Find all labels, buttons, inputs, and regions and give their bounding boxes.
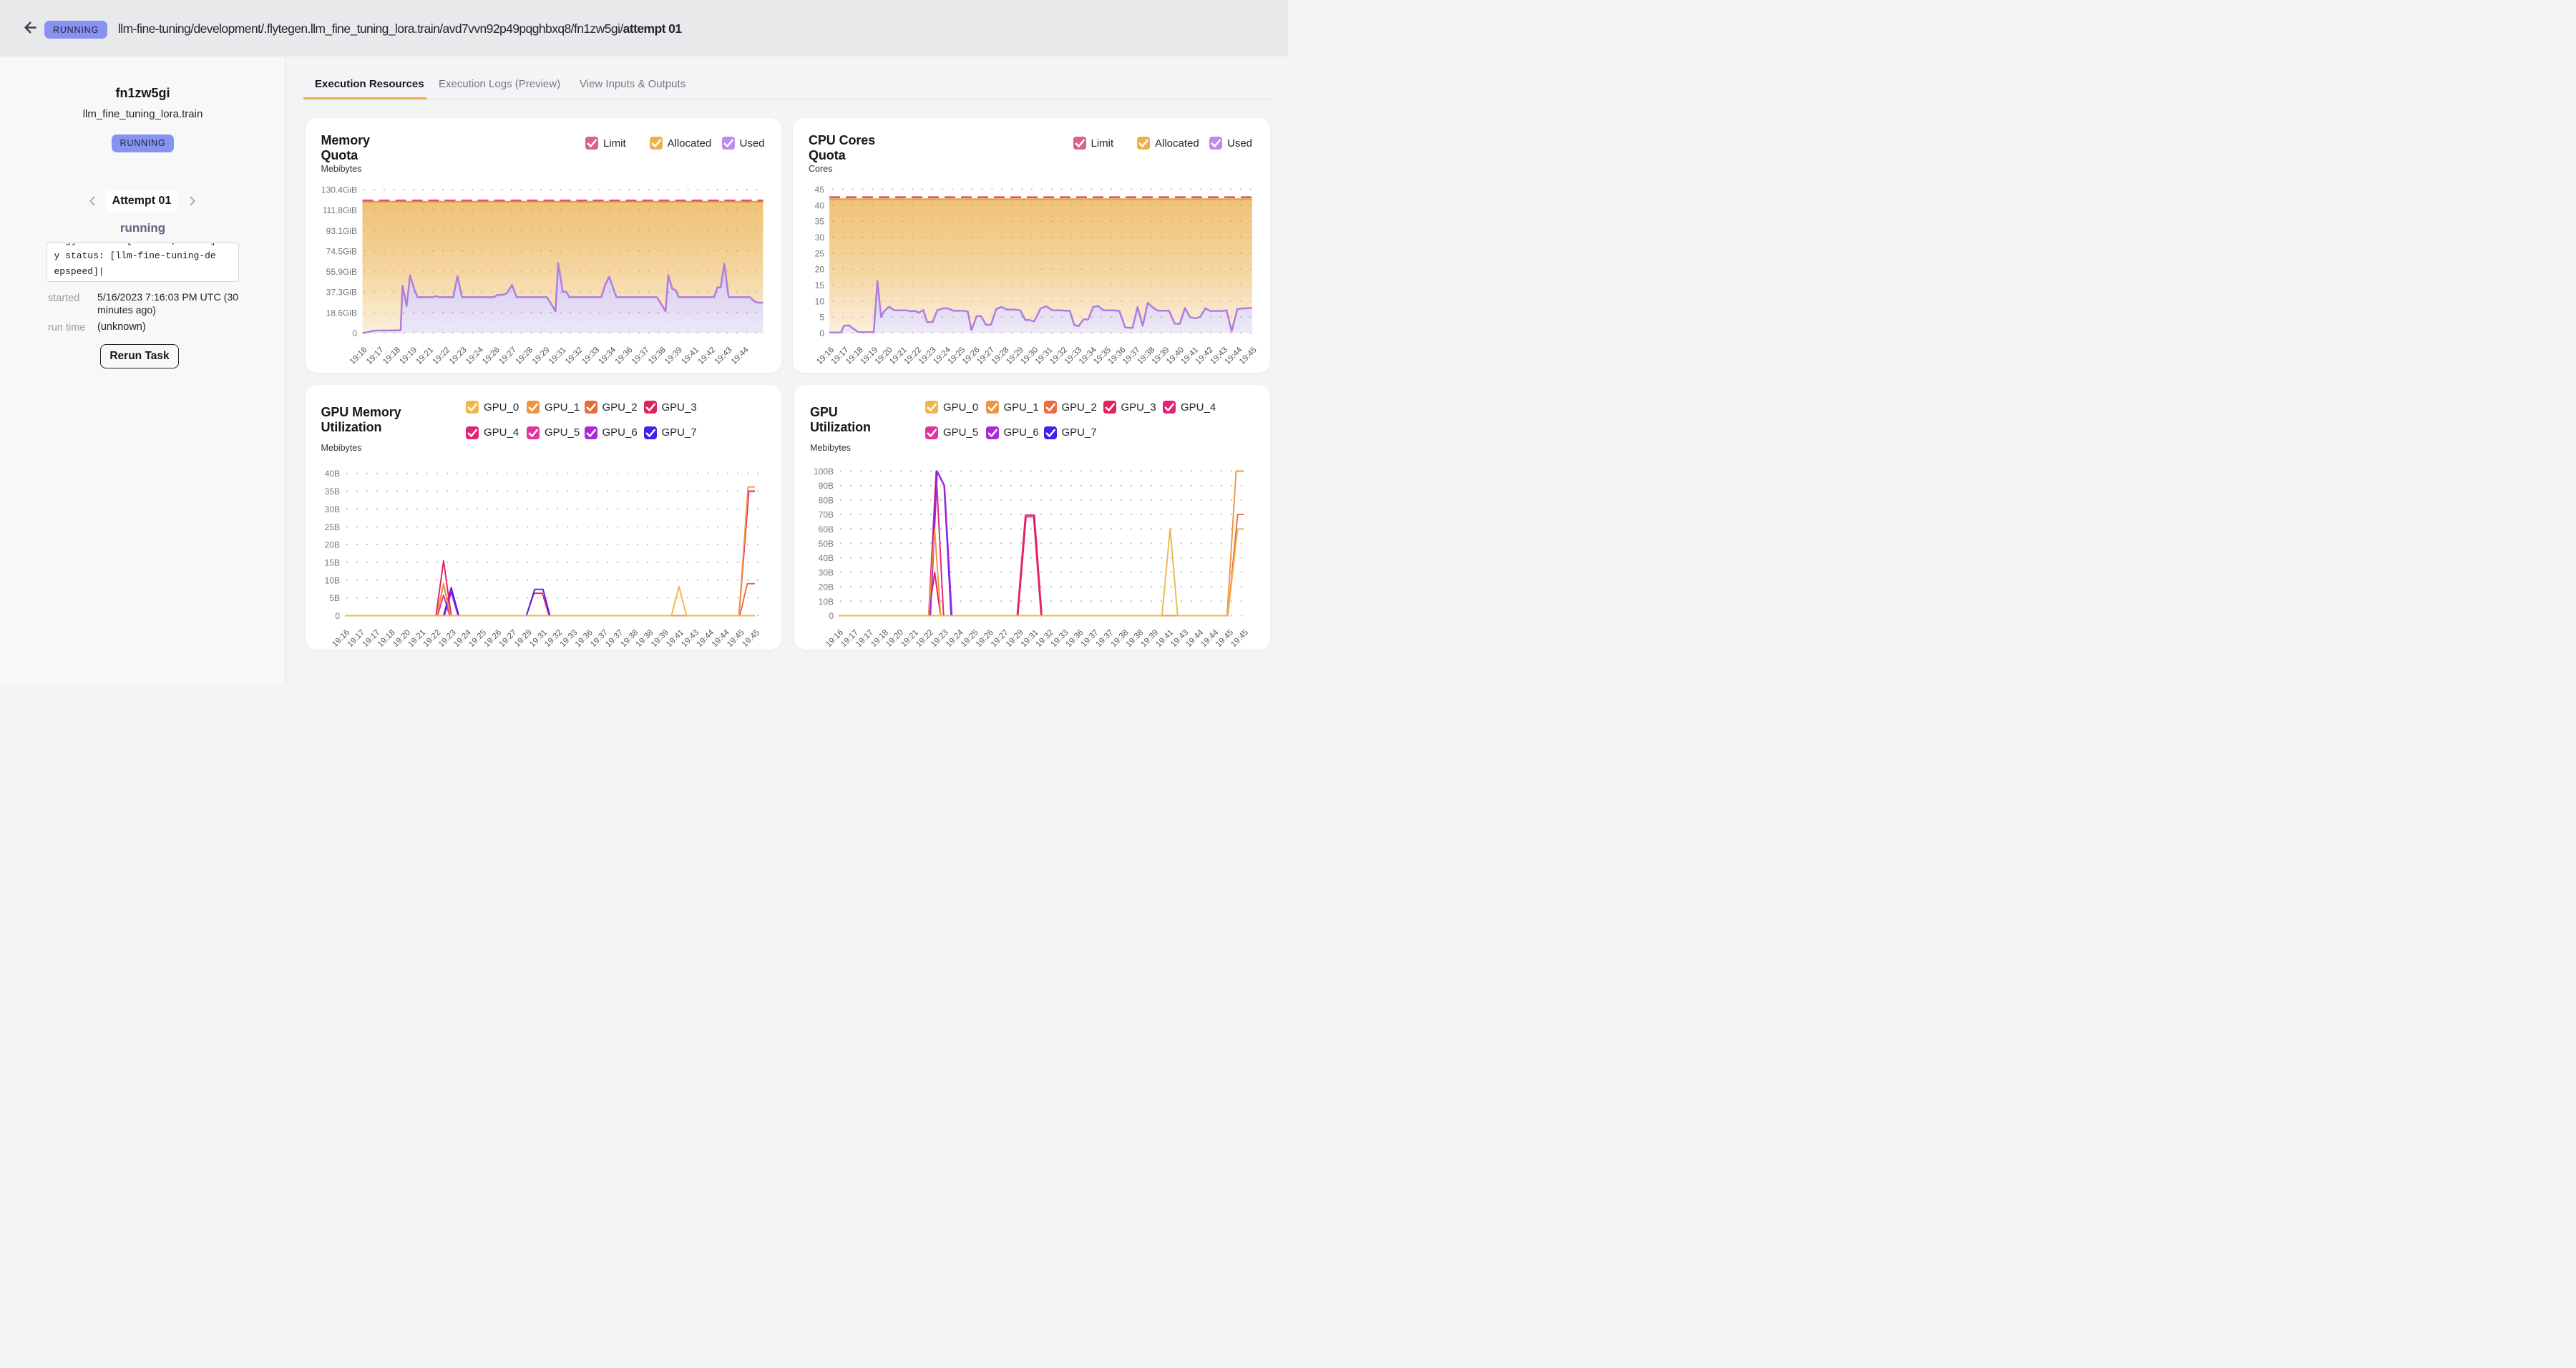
svg-text:80B: 80B xyxy=(819,495,834,505)
svg-text:0: 0 xyxy=(829,611,834,621)
svg-text:40: 40 xyxy=(815,200,825,210)
svg-text:40B: 40B xyxy=(819,553,834,563)
svg-text:19:27: 19:27 xyxy=(497,346,518,366)
svg-text:19:42: 19:42 xyxy=(696,346,717,366)
svg-text:19:28: 19:28 xyxy=(514,346,535,366)
svg-text:20B: 20B xyxy=(819,582,834,592)
svg-text:30: 30 xyxy=(815,233,825,243)
svg-text:5: 5 xyxy=(819,312,824,322)
svg-text:19:16: 19:16 xyxy=(348,346,369,366)
svg-text:19:36: 19:36 xyxy=(613,346,634,366)
svg-text:25B: 25B xyxy=(324,522,339,532)
svg-text:30B: 30B xyxy=(819,567,834,577)
svg-text:111.8GiB: 111.8GiB xyxy=(322,205,356,215)
svg-text:60B: 60B xyxy=(819,524,834,534)
svg-text:5B: 5B xyxy=(329,593,340,603)
svg-text:19:22: 19:22 xyxy=(431,346,452,366)
svg-text:19:37: 19:37 xyxy=(630,346,650,366)
svg-text:19:17: 19:17 xyxy=(364,346,385,366)
svg-text:25: 25 xyxy=(815,248,825,258)
svg-text:55.9GiB: 55.9GiB xyxy=(326,267,356,277)
svg-text:19:26: 19:26 xyxy=(481,346,502,366)
svg-text:10B: 10B xyxy=(324,575,339,585)
svg-text:0: 0 xyxy=(819,328,824,338)
svg-text:19:38: 19:38 xyxy=(646,346,667,366)
svg-text:19:44: 19:44 xyxy=(729,345,750,366)
svg-text:19:19: 19:19 xyxy=(398,346,419,366)
svg-text:50B: 50B xyxy=(819,539,834,549)
svg-text:0: 0 xyxy=(335,611,340,621)
svg-text:10: 10 xyxy=(815,296,825,306)
svg-text:15: 15 xyxy=(815,280,825,290)
svg-text:19:45: 19:45 xyxy=(1229,628,1250,649)
svg-text:130.4GiB: 130.4GiB xyxy=(321,185,356,195)
svg-text:74.5GiB: 74.5GiB xyxy=(326,246,356,256)
svg-text:37.3GiB: 37.3GiB xyxy=(326,287,356,297)
svg-text:19:34: 19:34 xyxy=(597,345,618,366)
svg-text:20B: 20B xyxy=(324,540,339,550)
svg-text:45: 45 xyxy=(815,185,825,195)
svg-text:19:21: 19:21 xyxy=(414,346,435,366)
svg-text:0: 0 xyxy=(352,328,357,338)
svg-text:30B: 30B xyxy=(324,504,339,514)
svg-text:19:23: 19:23 xyxy=(447,346,468,366)
svg-text:93.1GiB: 93.1GiB xyxy=(326,225,356,235)
svg-text:35B: 35B xyxy=(324,487,339,497)
svg-text:100B: 100B xyxy=(814,466,834,477)
svg-text:20: 20 xyxy=(815,264,825,274)
svg-text:19:41: 19:41 xyxy=(680,346,701,366)
svg-text:10B: 10B xyxy=(819,597,834,607)
svg-text:18.6GiB: 18.6GiB xyxy=(326,308,356,318)
svg-text:19:31: 19:31 xyxy=(547,346,567,366)
svg-text:19:29: 19:29 xyxy=(530,346,551,366)
svg-text:70B: 70B xyxy=(819,510,834,520)
svg-text:19:32: 19:32 xyxy=(564,346,585,366)
svg-text:19:33: 19:33 xyxy=(580,346,601,366)
svg-text:19:18: 19:18 xyxy=(381,346,402,366)
svg-text:40B: 40B xyxy=(324,469,339,479)
svg-text:19:39: 19:39 xyxy=(663,346,684,366)
svg-text:19:24: 19:24 xyxy=(464,345,485,366)
svg-text:19:43: 19:43 xyxy=(713,346,733,366)
svg-text:19:45: 19:45 xyxy=(741,628,761,649)
svg-text:15B: 15B xyxy=(324,557,339,567)
svg-text:90B: 90B xyxy=(819,481,834,491)
svg-text:35: 35 xyxy=(815,216,825,226)
svg-text:19:45: 19:45 xyxy=(1238,346,1259,366)
